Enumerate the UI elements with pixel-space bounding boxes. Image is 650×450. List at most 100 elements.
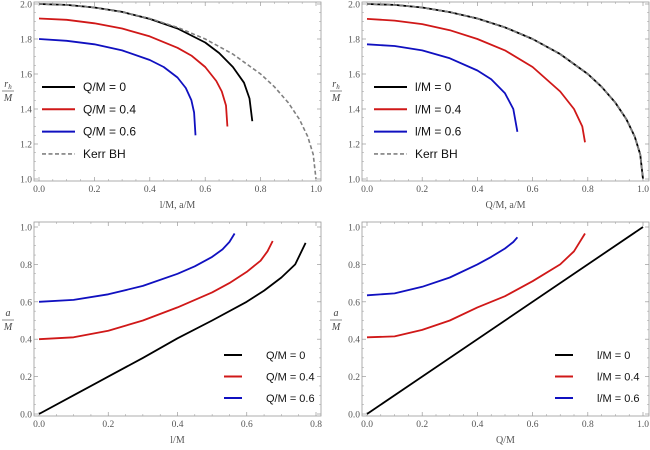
x-tick-label: 0.4	[144, 185, 156, 195]
x-tick-label: 0.4	[471, 185, 483, 195]
y-tick-label: 1.4	[348, 106, 360, 116]
legend-label: Q/M = 0.6	[83, 125, 136, 139]
legend: Q/M = 0 Q/M = 0.4 Q/M = 0.6 Kerr BH	[42, 80, 136, 161]
series-line-1	[366, 18, 586, 143]
y-axis-label-subscript: h	[336, 83, 340, 91]
x-tick-label: 0.6	[527, 185, 539, 195]
series-line-3	[38, 3, 317, 180]
y-tick-label: 0.0	[20, 411, 32, 421]
legend-label: l/M = 0.6	[415, 125, 462, 139]
legend-label: Q/M = 0	[266, 350, 305, 362]
y-tick-label: 0.4	[348, 336, 360, 346]
x-tick-label: 0.6	[199, 185, 211, 195]
x-tick-label: 0.2	[88, 185, 100, 195]
x-tick-label: 0.2	[416, 420, 428, 430]
x-axis-label: Q/M, a/M	[486, 200, 526, 211]
series-line-2	[38, 233, 236, 303]
plot-frame	[361, 221, 650, 417]
x-axis-label: Q/M	[496, 435, 515, 446]
y-axis-label: aM	[330, 308, 342, 333]
legend-label: l/M = 0	[597, 350, 630, 362]
legend: Q/M = 0 Q/M = 0.4 Q/M = 0.6	[224, 350, 315, 405]
y-tick-label: 1.6	[20, 71, 32, 81]
y-tick-label: 0.6	[348, 298, 360, 308]
y-axis-label-denominator: M	[3, 322, 13, 333]
x-axis-label: l/M, a/M	[160, 200, 196, 211]
y-tick-label: 0.6	[20, 298, 32, 308]
y-tick-label: 1.2	[20, 141, 32, 151]
x-tick-label: 1.0	[637, 420, 649, 430]
y-axis-label: rh M	[330, 79, 342, 104]
y-axis-label-denominator: M	[3, 93, 13, 104]
x-axis-label: l/M	[170, 435, 185, 446]
y-axis-label-denominator: M	[331, 93, 341, 104]
y-tick-label: 0.2	[348, 373, 360, 383]
x-tick-label: 0.4	[172, 420, 184, 430]
series-line-1	[366, 233, 586, 339]
y-tick-label: 2.0	[20, 1, 32, 11]
y-axis-label-numerator: a	[6, 308, 11, 319]
x-tick-label: 0.8	[582, 185, 594, 195]
y-tick-label: 0.2	[20, 373, 32, 383]
x-tick-label: 0.8	[582, 420, 594, 430]
y-axis-label-numerator: rh	[332, 79, 340, 91]
chart-panel-top-right: 0.0 0.2 0.4 0.6 0.8 1.0 1.0 1.2 1.4 1.6 1.8 2.0 Q/M,…	[330, 1, 650, 211]
series-line-0	[366, 3, 644, 180]
y-tick-label: 0.8	[20, 261, 32, 271]
x-tick-label: 0.2	[102, 420, 114, 430]
y-tick-label: 1.8	[348, 36, 360, 46]
chart-panel-bottom-left: 0.0 0.2 0.4 0.6 0.8 0.0 0.2 0.4 0.6 0.8 1.0 l/M aM Q/…	[2, 221, 322, 446]
y-tick-label: 1.0	[348, 176, 360, 186]
plot-frame	[33, 221, 322, 417]
y-tick-label: 2.0	[348, 1, 360, 11]
series-line-0	[38, 242, 307, 415]
series-line-0	[38, 3, 254, 122]
y-tick-label: 1.4	[20, 106, 32, 116]
legend-label: Kerr BH	[415, 147, 458, 161]
y-tick-label: 1.6	[348, 71, 360, 81]
legend-label: Q/M = 0.4	[266, 372, 315, 384]
chart-panel-top-left: 0.0 0.2 0.4 0.6 0.8 1.0 1.0 1.2 1.4 1.6 1.8 2.0 l/M,…	[2, 1, 322, 211]
y-tick-label: 1.0	[348, 224, 360, 234]
x-tick-label: 0.8	[255, 185, 267, 195]
x-tick-label: 0.2	[416, 185, 428, 195]
y-tick-label: 1.0	[20, 224, 32, 234]
series-line-1	[38, 240, 274, 341]
y-axis-label: rh M	[2, 79, 14, 104]
y-tick-label: 1.0	[20, 176, 32, 186]
x-tick-label: 1.0	[637, 185, 649, 195]
chart-panel-bottom-right: 0.0 0.2 0.4 0.6 0.8 1.0 0.0 0.2 0.4 0.6 0.8 1.0 Q/M a…	[330, 221, 650, 446]
x-tick-label: 0.6	[527, 420, 539, 430]
series-line-1	[38, 17, 229, 127]
x-tick-label: 0.4	[471, 420, 483, 430]
y-tick-label: 0.8	[348, 261, 360, 271]
series-line-2	[38, 38, 197, 136]
legend-label: l/M = 0	[415, 80, 452, 94]
y-tick-label: 0.0	[348, 411, 360, 421]
legend: l/M = 0 l/M = 0.4 l/M = 0.6 Kerr BH	[374, 80, 462, 161]
y-tick-label: 0.4	[20, 336, 32, 346]
y-axis-label-numerator: a	[334, 308, 339, 319]
y-axis-label-numerator: rh	[4, 79, 12, 91]
series-line-0	[366, 226, 644, 415]
x-tick-label: 0.0	[33, 420, 45, 430]
legend-label: Q/M = 0.4	[83, 102, 136, 116]
y-axis-label: aM	[2, 308, 14, 333]
legend: l/M = 0 l/M = 0.4 l/M = 0.6	[555, 350, 640, 405]
legend-label: Kerr BH	[83, 147, 126, 161]
legend-label: l/M = 0.6	[597, 393, 640, 405]
legend-label: l/M = 0.4	[415, 102, 462, 116]
x-tick-label: 1.0	[310, 185, 322, 195]
y-axis-label-denominator: M	[331, 322, 341, 333]
series-line-2	[366, 236, 519, 297]
legend-label: Q/M = 0.6	[266, 393, 315, 405]
x-tick-label: 0.8	[310, 420, 322, 430]
x-tick-label: 0.0	[361, 420, 373, 430]
legend-label: Q/M = 0	[83, 80, 126, 94]
x-tick-label: 0.6	[241, 420, 253, 430]
legend-label: l/M = 0.4	[597, 372, 640, 384]
y-tick-label: 1.8	[20, 36, 32, 46]
y-axis-label-subscript: h	[8, 83, 12, 91]
series-line-2	[366, 43, 519, 132]
